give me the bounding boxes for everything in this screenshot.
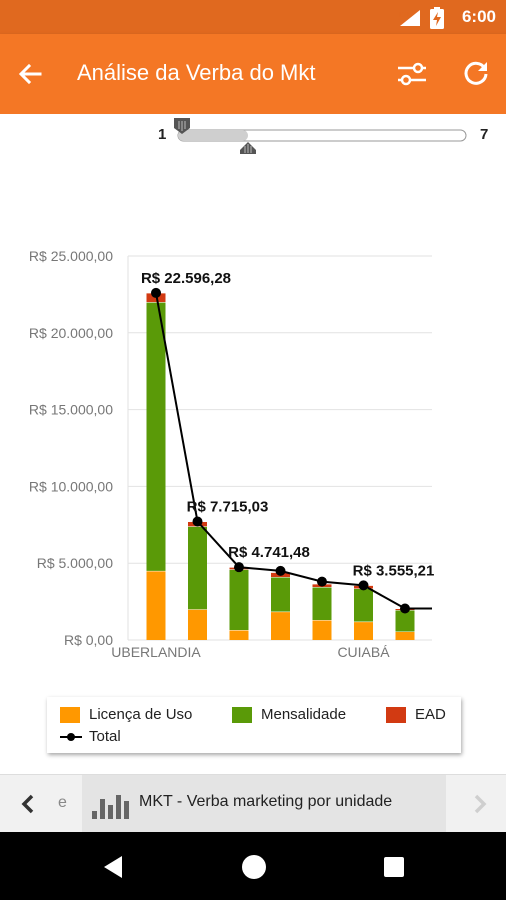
arrow-left-icon[interactable] — [14, 58, 46, 90]
bar-segment — [395, 631, 415, 640]
legend-swatch — [386, 706, 406, 723]
y-tick-label: R$ 10.000,00 — [29, 478, 113, 494]
range-min-label: 1 — [158, 126, 167, 143]
y-tick-label: R$ 25.000,00 — [29, 248, 113, 264]
legend-swatch — [60, 706, 80, 723]
y-tick-label: R$ 0,00 — [64, 632, 113, 648]
app-bar: Análise da Verba do Mkt — [0, 34, 506, 114]
chart-legend: Licença de Uso Mensalidade EAD Total — [47, 697, 461, 753]
nav-home-icon[interactable] — [240, 853, 268, 881]
legend-line-marker — [60, 732, 82, 741]
legend-item-licenca: Licença de Uso — [60, 706, 192, 723]
bar-segment — [271, 577, 290, 612]
bar-segment — [146, 570, 166, 640]
status-bar: LTE 6:00 — [0, 0, 506, 34]
nav-back-icon[interactable] — [100, 854, 126, 880]
svg-text:LTE: LTE — [399, 12, 412, 19]
bar-segment — [188, 609, 207, 640]
total-point — [234, 562, 244, 573]
bar-segment — [146, 302, 166, 571]
clock: 6:00 — [461, 7, 496, 26]
bar-segment — [354, 588, 373, 622]
chevron-right-icon[interactable] — [472, 794, 488, 814]
data-label: R$ 4.741,48 — [228, 544, 310, 561]
legend-swatch — [232, 706, 252, 723]
total-point — [151, 287, 161, 298]
y-tick-label: R$ 15.000,00 — [29, 402, 113, 418]
range-slider-fill — [178, 130, 248, 141]
bar-segment — [229, 630, 249, 640]
content-area: 1 7 — [0, 114, 506, 774]
bar-segment — [188, 526, 207, 610]
nav-recents-icon[interactable] — [382, 855, 406, 879]
sliders-icon[interactable] — [396, 58, 428, 90]
y-tick-label: R$ 5.000,00 — [37, 555, 113, 571]
tab-label: MKT - Verba marketing por unidade — [139, 793, 393, 810]
bar-segment — [271, 611, 290, 640]
legend-label: Mensalidade — [261, 706, 347, 723]
bar-segment — [395, 610, 415, 632]
previous-tab-partial[interactable]: e — [58, 794, 67, 811]
x-tick-label: UBERLANDIA — [111, 644, 201, 660]
x-tick-label: CUIABÁ — [337, 644, 390, 660]
chevron-left-icon[interactable] — [20, 794, 36, 814]
stacked-bar-line-chart: R$ 0,00 R$ 5.000,00 R$ 10.000,00 R$ 15.000,… — [29, 248, 435, 660]
total-point — [358, 580, 369, 591]
data-label: R$ 3.555,21 — [353, 562, 435, 579]
total-point — [192, 516, 203, 527]
refresh-icon[interactable] — [460, 58, 492, 90]
legend-item-total: Total — [60, 728, 121, 745]
legend-label: EAD — [415, 706, 446, 723]
range-slider[interactable] — [170, 114, 472, 158]
bar-segment — [312, 620, 332, 640]
data-label: R$ 22.596,28 — [141, 270, 231, 287]
range-slider-upper-thumb[interactable] — [240, 142, 256, 154]
legend-label: Licença de Uso — [89, 706, 193, 723]
y-tick-label: R$ 20.000,00 — [29, 325, 113, 341]
legend-label: Total — [89, 728, 121, 745]
range-slider-lower-thumb[interactable] — [174, 118, 190, 134]
tab-mkt-verba[interactable]: MKT - Verba marketing por unidade — [82, 775, 446, 833]
total-point — [275, 565, 286, 576]
bar-segment — [229, 569, 249, 631]
range-max-label: 7 — [480, 126, 489, 143]
total-point — [317, 576, 327, 587]
page-title: Análise da Verba do Mkt — [77, 60, 316, 85]
total-line — [155, 292, 432, 610]
bar-segment — [354, 621, 373, 640]
legend-item-ead: EAD — [386, 706, 446, 723]
bar-chart-icon — [92, 795, 129, 819]
data-label: R$ 7.715,03 — [187, 498, 269, 515]
bar-segment — [312, 587, 332, 621]
report-tabs: e MKT - Verba marketing por unidade — [0, 774, 506, 833]
system-nav-bar — [0, 832, 506, 900]
legend-item-mensalidade: Mensalidade — [232, 706, 346, 723]
total-point — [400, 603, 410, 614]
battery-charging-icon — [430, 7, 444, 29]
lte-signal-icon: LTE — [399, 10, 420, 26]
